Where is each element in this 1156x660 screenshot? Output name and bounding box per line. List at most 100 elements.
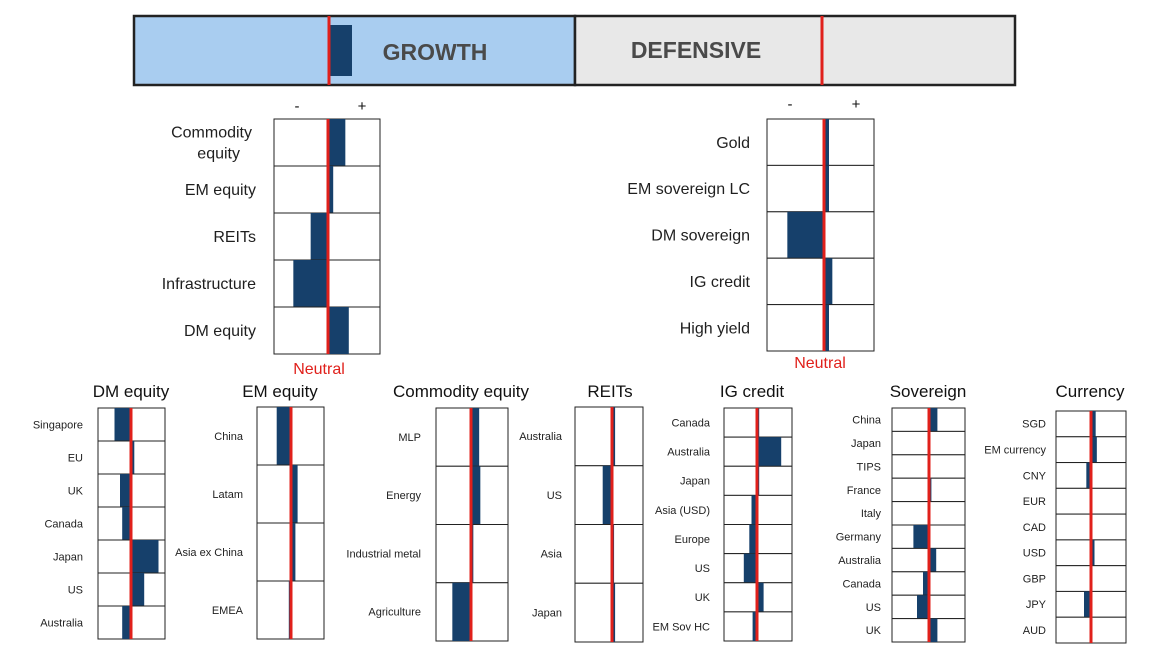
chart-title: DM equity [93, 382, 170, 401]
bar-em-sovereign-lc [824, 165, 829, 212]
category-label: Australia [519, 431, 563, 443]
bar-eu [131, 441, 135, 474]
category-label: EM Sov HC [653, 621, 711, 633]
chart-title: REITs [587, 382, 632, 401]
category-label: Japan [53, 551, 83, 563]
category-label: EM currency [984, 445, 1046, 457]
category-label: IG credit [690, 274, 751, 291]
category-label: China [852, 415, 882, 427]
bar-high-yield [824, 304, 829, 351]
category-label: Canada [671, 417, 710, 429]
neutral-label: Neutral [794, 355, 846, 372]
bar-em-sov-hc [752, 611, 757, 641]
bar-gold [824, 119, 829, 166]
row-cell [766, 257, 875, 306]
category-label: Europe [675, 534, 710, 546]
bar-us [917, 595, 929, 619]
chart-panel-8: Currency SGD EM currency CNY EUR CAD USD GBP JPY… [984, 382, 1127, 644]
category-label: France [847, 485, 881, 497]
bar-cny [1086, 462, 1091, 489]
chart-title: Sovereign [890, 382, 967, 401]
bar-latam [291, 465, 298, 523]
row-cell [766, 118, 875, 166]
minus-sign-label: - [295, 98, 300, 115]
growth-label: GROWTH [383, 39, 488, 65]
category-label: TIPS [857, 461, 881, 473]
chart-panel-6: IG credit Canada Australia Japan Asia (USD) E… [653, 382, 793, 642]
bar-canada [923, 571, 929, 596]
category-label: UK [866, 625, 882, 637]
bar-asia-ex-china [291, 523, 296, 581]
chart-title: IG credit [720, 382, 785, 401]
bar-ig-credit [824, 258, 833, 305]
bar-australia [929, 548, 937, 572]
category-label: USD [1023, 548, 1046, 560]
category-label: Japan [532, 607, 562, 619]
category-label: Singapore [33, 419, 83, 431]
chart-panel-3: EM equity China Latam Asia ex China EMEA [175, 382, 325, 640]
chart-title: EM equity [242, 382, 318, 401]
bar-us [602, 465, 612, 525]
neutral-label: Neutral [293, 361, 345, 378]
charts-layer: - + Commodity equity EM equity REITs Infrastru… [33, 96, 1127, 644]
bar-us [131, 573, 145, 606]
row-cell [574, 524, 644, 584]
category-label: Asia (USD) [655, 505, 710, 517]
category-label: EM sovereign LC [627, 181, 750, 198]
category-label: Italy [861, 508, 882, 520]
category-label: Canada [842, 578, 881, 590]
bar-uk [757, 582, 764, 612]
plus-sign-label: + [852, 96, 861, 113]
bar-germany [913, 525, 929, 549]
category-label: Australia [838, 555, 882, 567]
bar-dm-equity [328, 307, 349, 354]
bar-usd [1091, 539, 1095, 566]
category-label: DM equity [184, 323, 256, 340]
bar-energy [471, 466, 481, 525]
category-label: UK [68, 485, 84, 497]
category-label: Australia [40, 617, 84, 629]
chart-panel-5: REITs Australia US Asia Japan [519, 382, 644, 643]
bar-us [743, 553, 757, 583]
category-label: US [866, 602, 881, 614]
category-label: Japan [680, 476, 710, 488]
bar-australia [122, 606, 131, 639]
bar-uk [120, 474, 131, 507]
bar-europe [749, 524, 757, 554]
bar-jpy [1084, 591, 1091, 618]
category-label: AUD [1023, 625, 1046, 637]
bar-canada [122, 507, 131, 540]
row-cell [766, 164, 875, 213]
category-label: US [68, 584, 83, 596]
category-label: Japan [851, 438, 881, 450]
bar-agriculture [452, 582, 471, 641]
category-label: EUR [1023, 496, 1046, 508]
bar-singapore [114, 408, 131, 441]
category-label: US [695, 563, 710, 575]
bar-em-currency [1091, 436, 1097, 463]
category-label: GBP [1023, 573, 1046, 585]
category-label: Agriculture [368, 607, 421, 619]
category-label: MLP [398, 432, 421, 444]
category-label: US [547, 490, 562, 502]
growth-position-bar [329, 25, 352, 76]
growth-panel [132, 14, 577, 87]
category-label: JPY [1026, 599, 1047, 611]
bar-asia-usd- [751, 495, 757, 525]
category-label: Energy [386, 490, 421, 502]
category-label: CAD [1023, 522, 1046, 534]
category-label: Germany [836, 532, 882, 544]
row-cell [766, 304, 875, 352]
growth-defensive-banner: GROWTH DEFENSIVE [132, 14, 1017, 87]
chart-panel-1: - + Gold EM sovereign LC DM sovereign IG cred… [627, 96, 875, 372]
category-label: EM equity [185, 182, 256, 199]
bar-australia [612, 407, 616, 466]
chart-panel-4: Commodity equity MLP Energy Industrial meta… [346, 382, 530, 642]
defensive-label: DEFENSIVE [631, 37, 761, 63]
bar-china [929, 408, 938, 432]
bar-mlp [471, 408, 480, 467]
bar-dm-sovereign [787, 211, 824, 259]
chart-panel-2: DM equity Singapore EU UK Canada Japan US Austr… [33, 382, 170, 640]
category-label: Gold [716, 135, 750, 152]
